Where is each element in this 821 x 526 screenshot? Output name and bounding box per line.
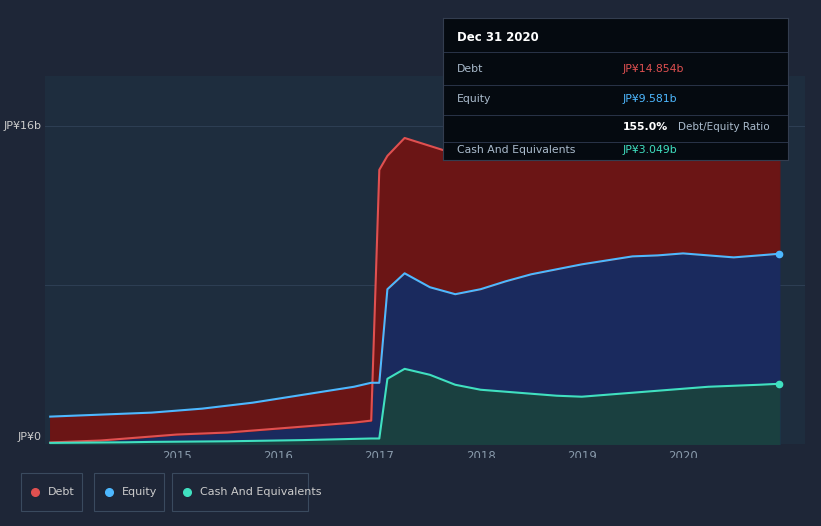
Text: Debt/Equity Ratio: Debt/Equity Ratio <box>678 122 769 132</box>
Text: JP¥0: JP¥0 <box>17 432 41 442</box>
Text: JP¥14.854b: JP¥14.854b <box>622 64 684 74</box>
Text: Equity: Equity <box>122 487 157 497</box>
Text: JP¥16b: JP¥16b <box>3 121 41 131</box>
Text: Cash And Equivalents: Cash And Equivalents <box>200 487 321 497</box>
Text: Debt: Debt <box>457 64 484 74</box>
Text: 155.0%: 155.0% <box>622 122 668 132</box>
Text: Equity: Equity <box>457 94 492 104</box>
Text: JP¥3.049b: JP¥3.049b <box>622 146 677 156</box>
Text: Cash And Equivalents: Cash And Equivalents <box>457 146 576 156</box>
Text: Debt: Debt <box>48 487 75 497</box>
Text: JP¥9.581b: JP¥9.581b <box>622 94 677 104</box>
Text: Dec 31 2020: Dec 31 2020 <box>457 31 539 44</box>
